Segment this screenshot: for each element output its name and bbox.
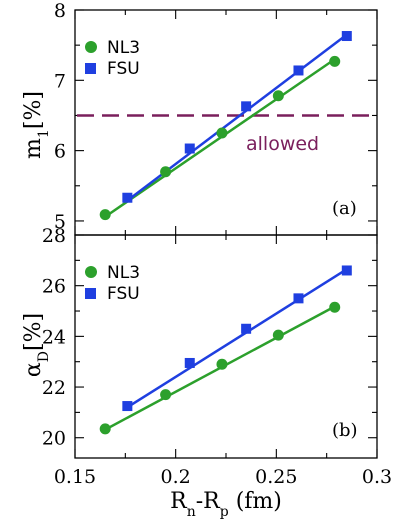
point-nl3 <box>329 55 341 67</box>
x-tick-label: 0.15 <box>54 466 96 488</box>
panel-b-data-points <box>99 265 352 435</box>
legend-fsu-marker <box>85 288 96 299</box>
y-tick-label: 5 <box>54 211 66 233</box>
panel-b-label: (b) <box>332 420 358 441</box>
legend-fsu-label: FSU <box>107 284 140 304</box>
point-fsu <box>241 323 252 334</box>
point-fsu <box>293 65 304 76</box>
panel-a-legend: NL3 FSU <box>85 38 140 79</box>
point-fsu <box>184 143 195 154</box>
point-nl3 <box>272 90 284 102</box>
legend-nl3-label: NL3 <box>107 263 140 283</box>
legend-nl3-marker <box>85 266 97 278</box>
x-axis-label: Rn-Rp (fm) <box>170 489 282 519</box>
panel-a-label: (a) <box>332 198 357 219</box>
y-tick-label: 6 <box>54 141 66 163</box>
panel-b: 20 22 24 26 28 0.15 0.2 0.25 0.3 NL3 FSU (b) αD[… <box>21 225 392 519</box>
point-fsu <box>122 192 133 203</box>
y-tick-label: 24 <box>42 326 66 348</box>
y-axis-label-b: αD[%] <box>21 313 52 377</box>
point-nl3 <box>329 301 341 313</box>
panel-a-ticks: 5 6 7 8 <box>54 0 378 235</box>
point-nl3 <box>99 423 111 435</box>
y-tick-label: 22 <box>42 377 66 399</box>
legend-nl3-label: NL3 <box>107 38 140 58</box>
point-nl3 <box>160 389 172 401</box>
x-tick-label: 0.3 <box>362 466 392 488</box>
point-fsu <box>241 101 252 112</box>
point-nl3 <box>99 209 111 221</box>
point-nl3 <box>216 127 228 139</box>
panel-a: 5 6 7 8 allowed NL3 FSU (a) m1[%] <box>21 0 378 236</box>
panel-b-ticks: 20 22 24 26 28 0.15 0.2 0.25 0.3 <box>42 225 392 488</box>
point-fsu <box>122 401 133 412</box>
panel-a-fit-lines <box>104 33 348 218</box>
point-nl3 <box>272 329 284 341</box>
x-tick-label: 0.25 <box>255 466 297 488</box>
point-fsu <box>341 265 352 276</box>
y-tick-label: 20 <box>42 428 66 450</box>
panel-a-data-points <box>99 31 352 221</box>
y-axis-label-a: m1[%] <box>21 91 52 159</box>
x-tick-label: 0.2 <box>161 466 191 488</box>
legend-nl3-marker <box>85 41 97 53</box>
fit-line-fsu <box>126 268 348 409</box>
fit-line-fsu <box>126 33 348 202</box>
point-fsu <box>184 357 195 368</box>
y-tick-label: 26 <box>42 276 66 298</box>
allowed-label: allowed <box>246 133 319 155</box>
y-tick-label: 7 <box>54 70 66 92</box>
y-tick-label: 28 <box>42 225 66 247</box>
panel-b-fit-lines <box>104 268 348 431</box>
point-nl3 <box>160 166 172 178</box>
legend-fsu-label: FSU <box>107 59 140 79</box>
point-fsu <box>293 293 304 304</box>
legend-fsu-marker <box>85 63 96 74</box>
point-fsu <box>341 31 352 42</box>
point-nl3 <box>216 358 228 370</box>
y-tick-label: 8 <box>54 0 66 22</box>
panel-b-legend: NL3 FSU <box>85 263 140 304</box>
